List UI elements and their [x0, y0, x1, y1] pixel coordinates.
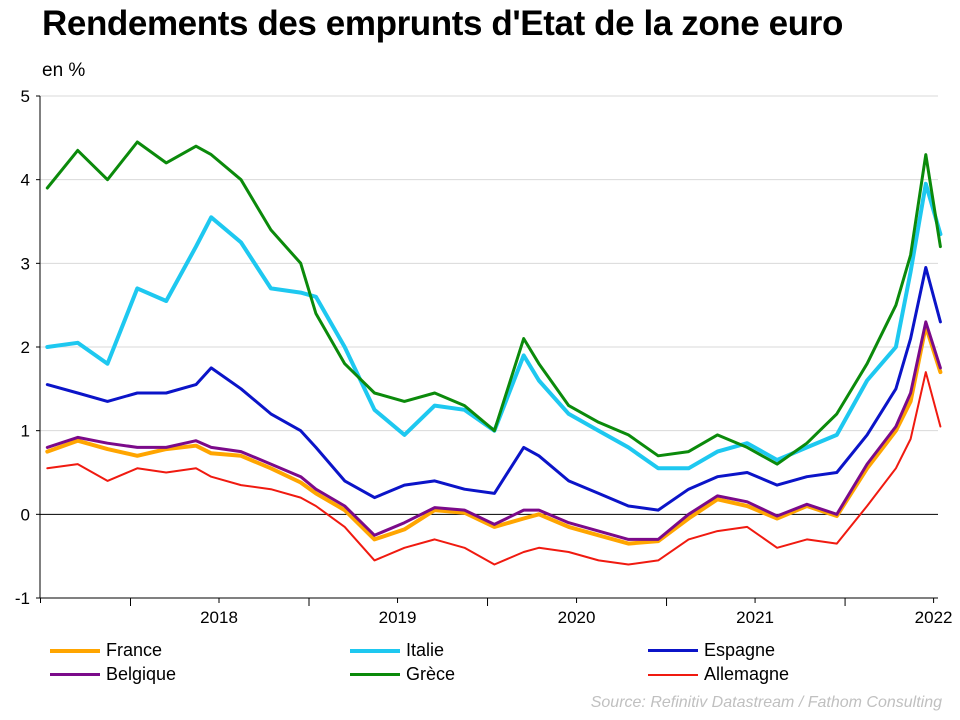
- series-line-belgique: [45, 320, 942, 541]
- x-tick-label: 2021: [736, 608, 774, 627]
- legend: France Italie Espagne Belgique Grèce Allemagn…: [50, 640, 930, 686]
- series-line-allemagne: [46, 371, 942, 566]
- legend-swatch: [350, 672, 400, 677]
- grid-lines: [40, 95, 938, 515]
- x-tick-label: 2020: [558, 608, 596, 627]
- chart-title: Rendements des emprunts d'Etat de la zon…: [42, 4, 843, 43]
- y-tick-label: 1: [21, 422, 30, 441]
- series-line-italie: [45, 181, 943, 471]
- legend-label: Grèce: [406, 664, 456, 684]
- legend-item: Grèce: [350, 664, 455, 685]
- y-axis-unit-label: en %: [42, 60, 86, 81]
- legend-item: France: [50, 640, 162, 661]
- y-tick-label: 3: [21, 254, 30, 273]
- legend-label: Allemagne: [704, 664, 790, 684]
- x-tick-label: 2022: [915, 608, 953, 627]
- y-tick-label: -1: [15, 589, 30, 608]
- axes: [36, 95, 938, 606]
- source-note: Source: Refinitiv Datastream / Fathom Co…: [590, 694, 942, 711]
- series-line-grèce: [45, 140, 942, 466]
- series-line-france: [45, 324, 943, 546]
- legend-swatch: [648, 648, 698, 653]
- legend-item: Allemagne: [648, 664, 789, 685]
- legend-swatch: [50, 672, 100, 677]
- legend-label: Belgique: [106, 664, 177, 684]
- legend-item: Italie: [350, 640, 444, 661]
- x-axis-tick-labels: 2018 2019 2020 2021 2022: [200, 608, 952, 627]
- y-axis-tick-labels: 5 4 3 2 1 0 -1: [15, 87, 30, 608]
- legend-label: Italie: [406, 640, 445, 660]
- legend-label: Espagne: [704, 640, 776, 660]
- y-tick-label: 5: [21, 87, 30, 106]
- series-line-espagne: [45, 266, 942, 512]
- series-lines: [45, 140, 943, 566]
- legend-swatch: [50, 648, 100, 653]
- y-tick-label: 4: [21, 171, 30, 190]
- x-tick-label: 2019: [379, 608, 417, 627]
- legend-swatch: [350, 648, 400, 653]
- legend-item: Belgique: [50, 664, 176, 685]
- legend-item: Espagne: [648, 640, 775, 661]
- x-tick-label: 2018: [200, 608, 238, 627]
- y-tick-label: 2: [21, 338, 30, 357]
- legend-label: France: [106, 640, 163, 660]
- y-tick-label: 0: [21, 505, 30, 524]
- legend-swatch: [648, 673, 698, 676]
